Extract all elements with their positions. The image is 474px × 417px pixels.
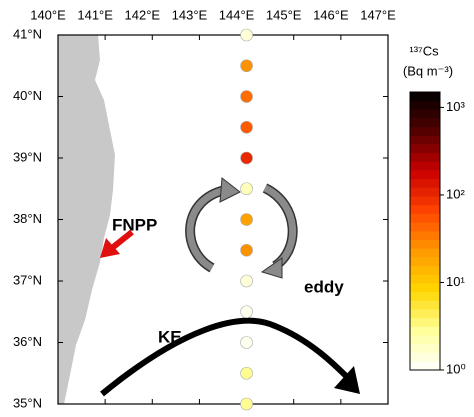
colorbar-title: ¹³⁷Cs [409,43,439,58]
annotation: KE [158,327,182,346]
colorbar-unit: (Bq m⁻³) [403,63,453,78]
colorbar-band [410,300,440,310]
colorbar-band [410,335,440,345]
eddy-arrowhead [260,257,283,279]
station [240,59,253,73]
fnpp-arrowhead [100,238,120,258]
x-tick-label: 141°E [77,7,113,22]
eddy-arrow [186,186,226,272]
annotation: eddy [304,277,344,296]
colorbar-band [410,118,440,128]
colorbar-band [410,109,440,119]
x-tick-label: 142°E [125,7,161,22]
station [240,151,253,165]
colorbar-band [410,283,440,293]
colorbar-band [410,100,440,110]
colorbar-band [410,152,440,162]
colorbar-band [410,361,440,371]
station [240,397,253,411]
station [240,243,253,257]
station [240,213,253,226]
colorbar-band [410,187,440,197]
ke-arrow [100,317,351,397]
station [240,120,253,134]
colorbar-band [410,144,440,154]
y-tick-label: 37°N [13,272,42,287]
x-tick-label: 147°E [360,7,396,22]
annotation: FNPP [112,215,157,234]
colorbar-band [410,135,440,145]
fnpp-arrow [110,229,134,251]
x-tick-label: 143°E [172,7,208,22]
colorbar-band [410,343,440,353]
colorbar-tick-label: 10⁰ [446,361,466,376]
colorbar-band [410,239,440,249]
colorbar-frame [409,91,441,371]
colorbar-band [410,161,440,171]
station [240,336,253,349]
colorbar-band [410,178,440,188]
land [58,35,115,404]
colorbar-band [410,231,440,240]
x-tick-label: 145°E [266,7,302,22]
colorbar-band [410,222,440,232]
y-tick-label: 40°N [13,88,42,103]
y-tick-label: 38°N [13,211,42,226]
colorbar-band [410,317,440,327]
colorbar-band [410,170,440,180]
colorbar-band [410,92,440,101]
ke-arrowhead [334,366,360,394]
colorbar-band [410,326,440,336]
colorbar-tick-label: 10³ [446,99,465,114]
colorbar-band [410,274,440,284]
y-tick-label: 39°N [13,149,42,164]
x-tick-label: 144°E [219,7,255,22]
station [240,366,253,380]
y-tick-label: 36°N [13,334,42,349]
colorbar-band [410,265,440,275]
station [240,274,253,288]
colorbar-band [410,126,440,136]
eddy-arrowhead [219,177,241,203]
colorbar-band [410,291,440,301]
y-tick-label: 35°N [13,395,42,410]
station [240,90,253,103]
station [240,28,253,42]
colorbar-band [410,213,440,223]
x-tick-label: 146°E [313,7,349,22]
colorbar-band [410,204,440,214]
colorbar-band [410,196,440,206]
station [240,182,253,196]
y-tick-label: 41°N [13,26,42,41]
colorbar-band [410,248,440,258]
colorbar-tick-label: 10¹ [446,274,465,289]
colorbar-band [410,352,440,362]
station [240,305,253,319]
x-tick-label: 140°E [30,7,66,22]
colorbar-tick-label: 10² [446,186,465,201]
colorbar-band [410,257,440,267]
colorbar-band [410,309,440,319]
